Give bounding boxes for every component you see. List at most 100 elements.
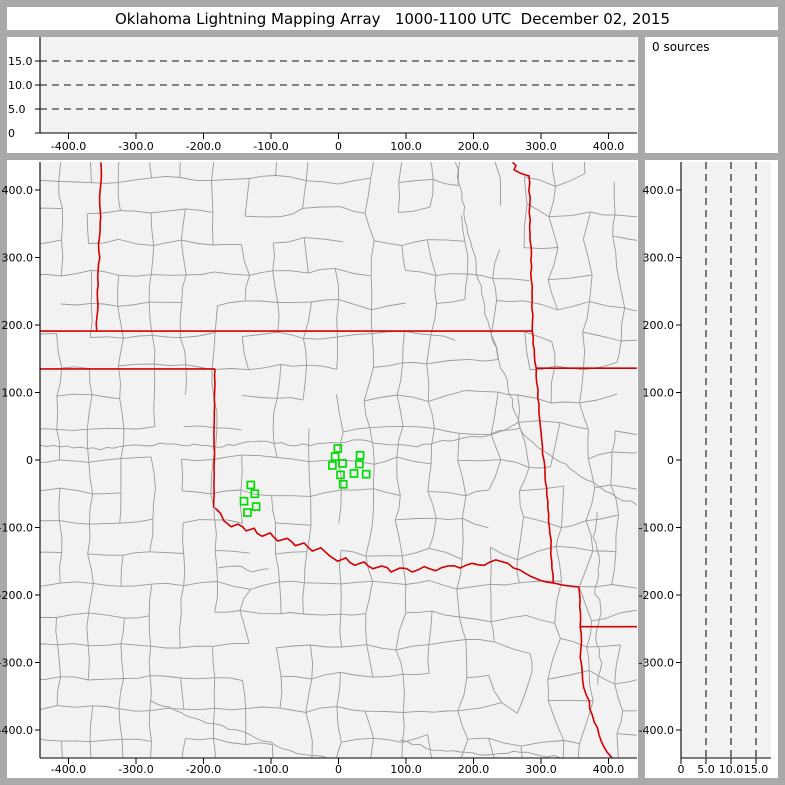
alt-ns-plot-area[interactable] xyxy=(681,162,771,758)
county-line xyxy=(277,457,309,463)
county-line xyxy=(118,274,152,277)
county-line xyxy=(612,235,637,241)
county-line xyxy=(563,740,580,745)
county-line xyxy=(587,429,589,459)
map-x-tick-label: 400.0 xyxy=(593,763,625,776)
county-line xyxy=(149,707,184,712)
county-line xyxy=(310,644,342,648)
lma-station-marker xyxy=(361,469,371,479)
county-line xyxy=(86,429,90,463)
county-line xyxy=(303,551,308,583)
county-line xyxy=(117,301,150,307)
county-line xyxy=(88,612,125,619)
county-line xyxy=(548,699,594,702)
county-line xyxy=(429,580,457,590)
county-line xyxy=(148,584,153,616)
county-line xyxy=(153,394,156,427)
alt-ew-y-tick-label: 15.0 xyxy=(8,55,33,68)
county-line xyxy=(555,546,563,582)
alt-ns-y-tick-label: -300.0 xyxy=(639,657,674,670)
county-line xyxy=(88,678,124,681)
county-line xyxy=(304,237,343,243)
county-line xyxy=(398,178,434,184)
county-line xyxy=(490,546,518,561)
county-line xyxy=(117,306,124,339)
county-line xyxy=(586,620,592,648)
county-line xyxy=(311,299,339,303)
alt-ew-y-tick-label: 5.0 xyxy=(8,103,26,116)
county-line xyxy=(501,702,518,714)
county-line xyxy=(90,738,123,743)
county-line xyxy=(58,181,63,209)
county-line xyxy=(612,214,616,236)
county-line xyxy=(179,613,182,649)
county-line xyxy=(488,737,521,747)
county-line xyxy=(87,553,94,584)
county-line xyxy=(338,177,371,185)
county-line xyxy=(427,644,430,674)
county-line xyxy=(396,362,404,396)
lma-station-marker xyxy=(328,461,337,470)
county-line xyxy=(516,559,520,583)
county-line xyxy=(516,672,533,714)
county-line xyxy=(275,551,307,555)
alt-ew-x-tick-label: -200.0 xyxy=(186,140,221,153)
county-line xyxy=(185,208,213,213)
county-line xyxy=(592,550,616,553)
county-line xyxy=(523,203,528,248)
county-line xyxy=(588,451,613,460)
county-line xyxy=(427,734,433,758)
county-line xyxy=(430,303,437,336)
county-line xyxy=(394,495,401,520)
county-line xyxy=(363,367,374,402)
county-line xyxy=(120,210,152,214)
county-line xyxy=(150,456,156,489)
county-line xyxy=(616,710,624,734)
county-line xyxy=(117,162,120,183)
county-line xyxy=(526,203,550,218)
county-line xyxy=(149,162,153,178)
county-line xyxy=(462,517,489,529)
county-line xyxy=(589,274,593,302)
county-line xyxy=(459,739,469,758)
county-line xyxy=(150,208,186,214)
county-line xyxy=(343,427,370,433)
county-line xyxy=(465,390,499,393)
county-line xyxy=(426,239,437,276)
county-line xyxy=(90,270,93,304)
county-line xyxy=(430,334,456,341)
county-line xyxy=(457,702,502,712)
county-line xyxy=(338,299,372,311)
county-line xyxy=(179,177,212,181)
county-line xyxy=(590,211,616,216)
county-line xyxy=(121,739,124,758)
county-line xyxy=(311,740,313,758)
county-line xyxy=(181,274,187,303)
county-line xyxy=(56,396,59,430)
county-line xyxy=(117,338,124,367)
county-line xyxy=(245,215,281,218)
county-line xyxy=(179,337,187,365)
county-line xyxy=(92,394,120,400)
county-line xyxy=(339,550,342,584)
county-line xyxy=(405,580,430,585)
county-line xyxy=(40,332,57,335)
state-border-texas-louisiana xyxy=(579,626,613,758)
county-line xyxy=(120,643,151,647)
county-line xyxy=(56,429,61,460)
county-line xyxy=(337,333,373,338)
county-line xyxy=(401,245,406,271)
county-line xyxy=(336,706,366,712)
map-x-tick-label: 100.0 xyxy=(390,763,422,776)
county-line xyxy=(373,737,403,743)
county-line xyxy=(89,705,94,742)
county-line xyxy=(180,677,185,710)
county-line xyxy=(87,524,91,554)
county-line xyxy=(40,643,58,646)
county-line xyxy=(183,425,217,429)
county-line xyxy=(88,462,94,494)
county-line xyxy=(494,641,531,654)
county-line xyxy=(117,275,120,307)
